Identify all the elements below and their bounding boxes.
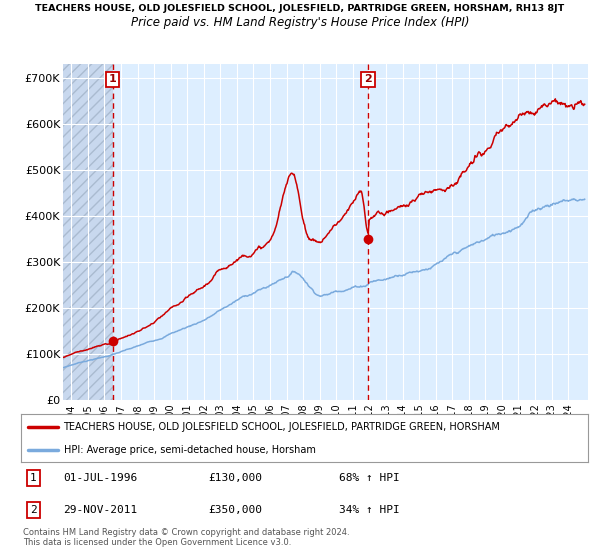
Text: Contains HM Land Registry data © Crown copyright and database right 2024.
This d: Contains HM Land Registry data © Crown c… <box>23 528 349 547</box>
Text: 01-JUL-1996: 01-JUL-1996 <box>64 473 138 483</box>
Text: 29-NOV-2011: 29-NOV-2011 <box>64 505 138 515</box>
Text: TEACHERS HOUSE, OLD JOLESFIELD SCHOOL, JOLESFIELD, PARTRIDGE GREEN, HORSHAM: TEACHERS HOUSE, OLD JOLESFIELD SCHOOL, J… <box>64 422 500 432</box>
Bar <box>63 64 113 400</box>
Text: HPI: Average price, semi-detached house, Horsham: HPI: Average price, semi-detached house,… <box>64 445 316 455</box>
Text: 68% ↑ HPI: 68% ↑ HPI <box>338 473 399 483</box>
Text: Price paid vs. HM Land Registry's House Price Index (HPI): Price paid vs. HM Land Registry's House … <box>131 16 469 29</box>
Text: 2: 2 <box>364 74 372 85</box>
Text: TEACHERS HOUSE, OLD JOLESFIELD SCHOOL, JOLESFIELD, PARTRIDGE GREEN, HORSHAM, RH1: TEACHERS HOUSE, OLD JOLESFIELD SCHOOL, J… <box>35 4 565 13</box>
Text: 1: 1 <box>30 473 37 483</box>
Text: 34% ↑ HPI: 34% ↑ HPI <box>338 505 399 515</box>
Text: £130,000: £130,000 <box>208 473 262 483</box>
Text: 1: 1 <box>109 74 116 85</box>
Text: £350,000: £350,000 <box>208 505 262 515</box>
Text: 2: 2 <box>30 505 37 515</box>
